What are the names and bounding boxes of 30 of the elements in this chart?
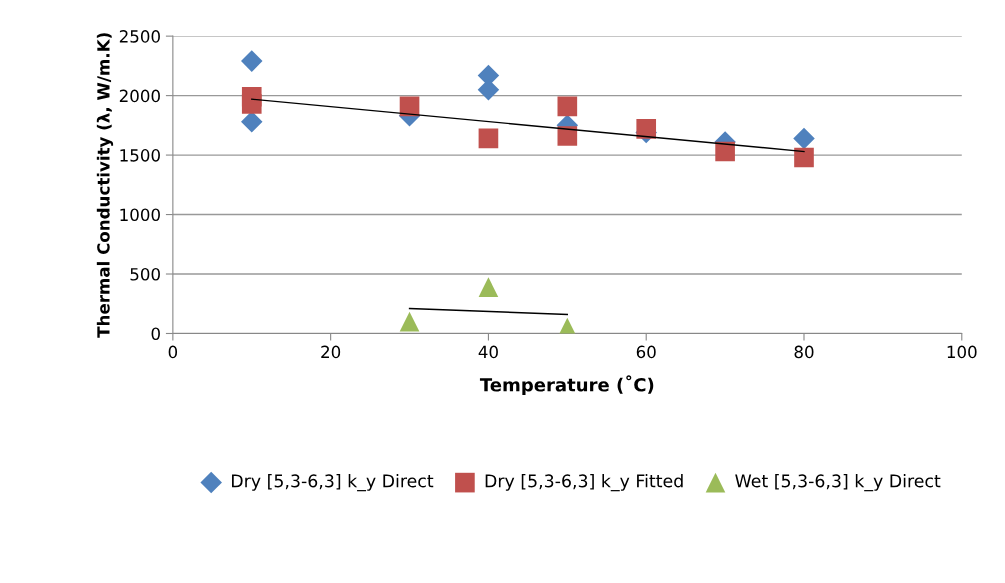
- legend-label: Wet [5,3-6,3] k_y Direct: [735, 473, 941, 492]
- x-tick-label: 60: [636, 345, 656, 359]
- y-tick-label: 500: [130, 267, 160, 281]
- y-axis-title: Thermal Conductivity (λ, W/m.K): [96, 33, 114, 338]
- y-tick-label: 2500: [119, 30, 160, 43]
- point: [399, 311, 420, 332]
- point: [241, 94, 262, 114]
- x-axis-title: Temperature (˚C): [479, 375, 654, 396]
- legend-label: Dry [5,3-6,3] k_y Direct: [232, 473, 434, 492]
- point: [478, 277, 499, 297]
- point: [557, 96, 578, 117]
- y-tick-label: 1000: [120, 208, 160, 222]
- y-tick-label: 1500: [120, 149, 160, 162]
- x-tick-label: 20: [321, 345, 341, 359]
- y-tick-label: 2000: [119, 89, 160, 103]
- point: [794, 147, 814, 168]
- point: [240, 111, 263, 133]
- legend-label: Dry [5,3-6,3] k_y Fitted: [485, 473, 683, 492]
- x-tick-label: 100: [947, 345, 977, 359]
- point: [240, 50, 263, 72]
- point: [636, 119, 657, 139]
- x-tick-label: 80: [794, 345, 814, 359]
- point: [715, 141, 735, 162]
- x-tick-label: 0: [168, 345, 178, 359]
- point: [399, 96, 420, 117]
- point: [793, 127, 815, 150]
- y-tick-label: 0: [151, 327, 160, 341]
- point: [557, 126, 578, 146]
- x-tick-label: 40: [478, 345, 498, 359]
- point: [478, 128, 499, 149]
